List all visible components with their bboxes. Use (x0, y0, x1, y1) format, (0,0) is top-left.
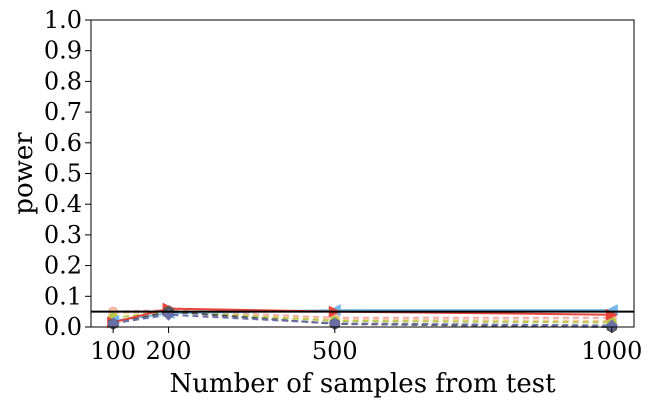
data-point (605, 319, 618, 332)
x-tick-label: 200 (146, 337, 192, 365)
y-tick-label: 0.5 (44, 160, 82, 188)
data-point (328, 317, 341, 330)
y-tick-label: 0.7 (44, 98, 82, 126)
y-tick-label: 0.0 (44, 313, 82, 341)
series-line (112, 307, 612, 324)
y-tick-label: 1.0 (44, 6, 82, 34)
series-line (113, 309, 612, 319)
x-tick-label: 100 (90, 337, 136, 365)
y-tick-label: 0.9 (44, 37, 82, 65)
x-axis-label: Number of samples from test (169, 369, 556, 399)
x-tick-label: 1000 (581, 337, 642, 365)
y-tick-label: 0.4 (44, 190, 82, 218)
series-line (113, 310, 612, 322)
plot-frame (90, 19, 635, 328)
data-point (107, 317, 120, 330)
y-tick-label: 0.2 (44, 252, 82, 280)
tick-labels: 0.0 0.10.2 0.3 0.40.5 0.6 0.7 0.80.9 1.0 100 200 5… (44, 6, 643, 365)
y-tick-label: 0.6 (44, 129, 82, 157)
y-axis-label: power (9, 132, 39, 215)
series-line (112, 310, 612, 328)
x-tick-label: 500 (312, 337, 358, 365)
y-tick-label: 0.8 (44, 67, 82, 95)
series-line (113, 310, 612, 324)
y-tick-label: 0.1 (44, 282, 82, 310)
data-point (605, 304, 618, 317)
plot-marks (91, 302, 634, 333)
series-line (113, 313, 612, 327)
y-tick-label: 0.3 (44, 221, 82, 249)
